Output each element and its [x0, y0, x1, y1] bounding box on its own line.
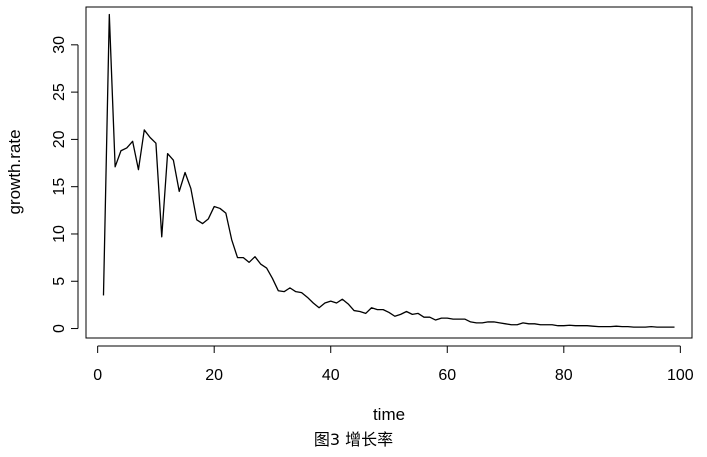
plot-frame — [85, 6, 693, 339]
y-axis: 0 5 10 15 20 25 30 — [51, 36, 79, 333]
y-tick-label: 20 — [51, 130, 68, 148]
x-tick-label: 80 — [555, 367, 573, 384]
x-axis: 0 20 40 60 80 100 — [93, 345, 694, 384]
y-tick-label: 15 — [51, 178, 68, 196]
y-axis-title: growth.rate — [5, 129, 24, 214]
figure-caption: 图3 增长率 — [313, 430, 394, 449]
series-line-0 — [102, 13, 675, 328]
y-tick-label: 10 — [51, 225, 68, 243]
y-tick-label: 30 — [51, 36, 68, 54]
series-layer — [102, 13, 675, 328]
x-axis-title: time — [373, 405, 405, 424]
x-tick-label: 100 — [667, 367, 694, 384]
y-tick-label: 25 — [51, 83, 68, 101]
y-tick-label: 5 — [51, 277, 68, 286]
x-tick-label: 0 — [93, 367, 102, 384]
x-tick-label: 40 — [322, 367, 340, 384]
y-tick-label: 0 — [51, 324, 68, 333]
x-tick-label: 60 — [438, 367, 456, 384]
x-tick-label: 20 — [205, 367, 223, 384]
